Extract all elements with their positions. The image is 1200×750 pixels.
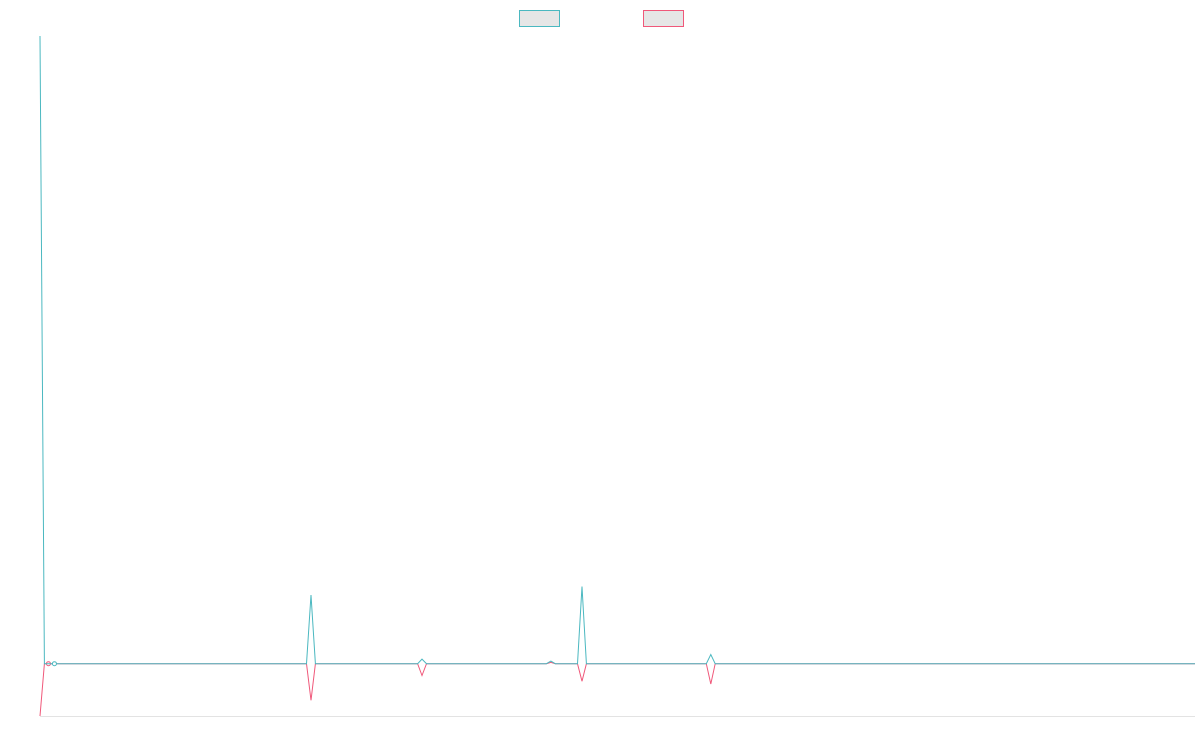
legend-swatch-1[interactable] — [519, 10, 560, 27]
series-layer — [39, 35, 1195, 717]
legend — [519, 10, 684, 27]
plot-area — [39, 35, 1195, 717]
series-point-1 — [51, 661, 57, 667]
legend-swatch-2[interactable] — [643, 10, 684, 27]
series-line-2 — [39, 661, 1195, 717]
series-line-1 — [39, 35, 1195, 665]
